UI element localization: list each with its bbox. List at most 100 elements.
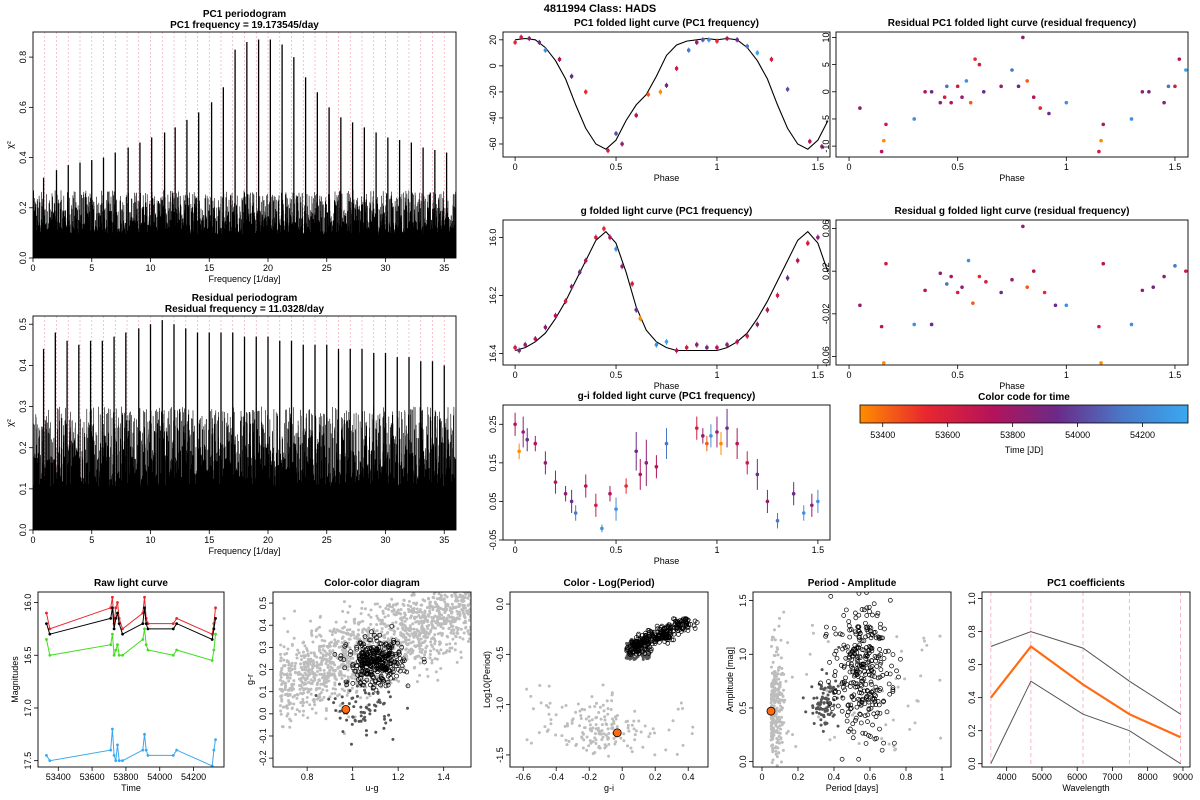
background-star [467,581,470,584]
background-star [919,674,923,678]
background-star [309,692,313,696]
data-point [1101,122,1106,127]
background-star [335,655,339,659]
data-point [1053,303,1058,308]
data-point [521,430,525,434]
background-star [403,619,407,623]
hads-star [362,634,368,639]
light-curve-point [210,764,214,767]
background-star [619,736,623,740]
rrlyr-star [834,679,838,683]
background-star [406,643,410,647]
background-star [770,698,774,702]
background-star [439,595,443,599]
data-point [715,39,719,43]
rrlyr-star [647,652,651,656]
chart-title: Residual PC1 folded light curve (residua… [888,18,1136,29]
light-curve-point [45,754,48,757]
background-star [337,672,341,676]
background-star [607,754,611,758]
background-star [420,650,424,654]
background-star [295,696,299,700]
background-star [922,639,926,643]
x-tick-label: 0.2 [792,772,805,782]
data-point [912,117,917,121]
data-point [745,44,750,49]
hads-star [368,637,374,643]
rrlyr-star [334,708,338,712]
rrlyr-star [355,684,359,688]
colorbar-tick-label: 53600 [935,430,960,440]
background-star [395,612,399,616]
y-tick-label: -1.0 [495,697,505,713]
background-star [426,586,429,589]
hads-star [658,625,664,630]
background-star [433,642,437,646]
data-point [945,84,949,89]
background-star [392,629,396,633]
hads-star [404,669,410,675]
background-star [376,617,380,621]
hads-star [377,632,383,638]
data-point [820,144,824,149]
data-point [533,441,538,446]
hads-star [388,671,394,676]
light-curve-point [114,759,118,763]
background-star [938,678,942,682]
background-star [777,790,780,793]
x-tick-label: 0.4 [682,772,695,782]
target-marker [766,706,776,716]
y-tick-label: 0 [821,89,831,94]
rrlyr-star [819,718,823,722]
background-star [340,687,344,691]
background-star [363,607,367,611]
background-star [566,724,570,728]
rrlyr-star [387,713,391,717]
data-point [1010,277,1014,282]
hads-star [890,652,896,657]
hads-star [854,650,860,655]
background-star [780,723,784,727]
background-star [779,698,783,702]
data-point [999,290,1003,295]
hads-star [341,657,347,662]
hads-star [360,646,366,652]
hads-star [375,669,380,675]
background-star [292,636,296,640]
background-star [448,606,452,610]
background-star [446,604,450,608]
hads-star [682,623,687,628]
rrlyr-star [821,691,825,695]
x-axis-label: Frequency [1/day] [208,274,280,284]
model-curve [514,230,829,352]
y-tick-label: 0.02 [821,262,831,280]
hads-star [861,647,867,653]
plot-frame [502,404,831,541]
hads-star [421,659,427,665]
hads-star [858,702,864,708]
hads-star [867,691,872,697]
x-tick-label: 25 [322,535,332,545]
background-star [318,686,322,690]
hads-star [636,646,641,651]
x-tick-label: 20 [263,263,273,273]
hads-star [865,633,871,639]
background-star [365,696,369,700]
background-star [444,651,448,655]
data-point [960,95,964,100]
light-curve-point [116,601,119,604]
background-star [459,656,463,660]
background-star [633,733,637,737]
hads-star [870,702,876,708]
light-curve-point [144,748,148,752]
rrlyr-star [829,711,833,715]
background-star [303,644,307,648]
hads-star [863,682,869,687]
background-star [280,687,284,691]
rrlyr-star [836,684,840,688]
background-star [317,647,321,651]
background-star [314,711,318,715]
background-star [390,597,394,601]
background-star [417,632,421,636]
data-point [775,293,780,298]
